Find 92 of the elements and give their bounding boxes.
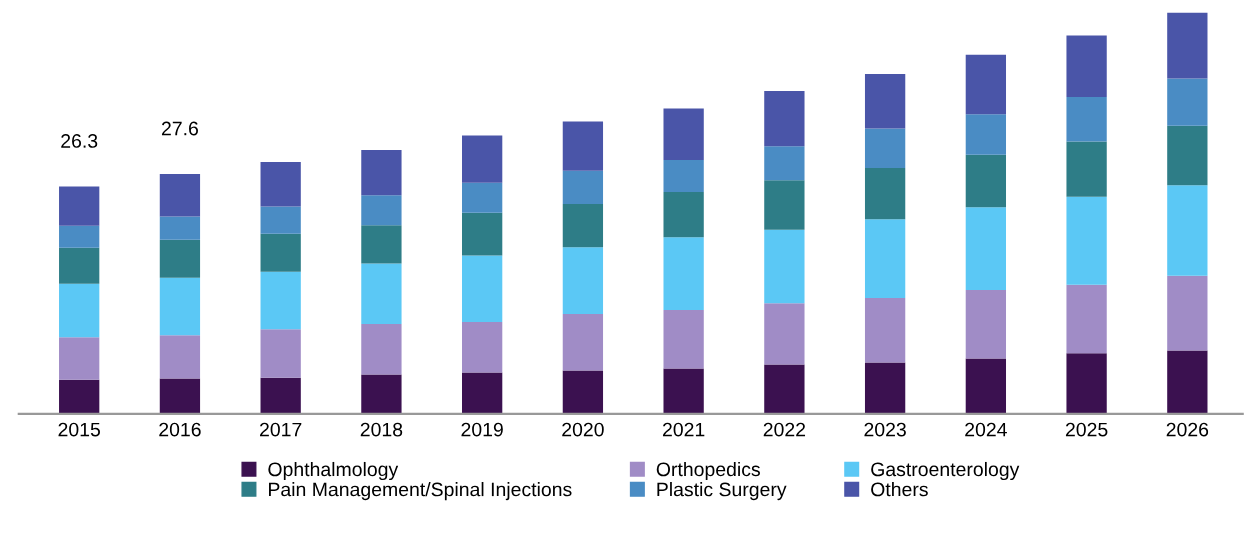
bar bbox=[59, 186, 100, 226]
bar bbox=[764, 303, 805, 365]
bar bbox=[663, 309, 704, 369]
bar bbox=[159, 239, 201, 278]
bar bbox=[1167, 350, 1208, 414]
bar bbox=[361, 149, 402, 196]
bar bbox=[159, 378, 201, 414]
legend-label: Plastic Surgery bbox=[657, 482, 787, 501]
x-tick-label: 2020 bbox=[562, 422, 604, 437]
bar bbox=[159, 173, 201, 217]
bar bbox=[562, 170, 604, 205]
bar bbox=[462, 182, 503, 213]
bar bbox=[764, 229, 805, 304]
bar bbox=[864, 74, 906, 129]
bar bbox=[260, 329, 301, 378]
bar bbox=[1066, 284, 1107, 354]
bar bbox=[260, 233, 301, 272]
bar bbox=[1167, 12, 1208, 79]
bar bbox=[260, 377, 301, 414]
bar bbox=[1167, 275, 1208, 351]
bar bbox=[663, 192, 704, 238]
bar bbox=[159, 216, 201, 240]
bar bbox=[1066, 141, 1107, 197]
legend-label: Pain Management/Spinal Injections bbox=[269, 482, 572, 501]
bar bbox=[159, 335, 201, 379]
bar bbox=[361, 225, 402, 264]
bar bbox=[59, 379, 100, 414]
bar bbox=[1167, 125, 1208, 186]
bar bbox=[663, 108, 704, 160]
x-tick-label: 2019 bbox=[461, 422, 503, 437]
x-tick-label: 2015 bbox=[58, 422, 100, 437]
bar bbox=[1066, 353, 1107, 414]
legend-label: Ophthalmology bbox=[268, 461, 399, 481]
bar bbox=[159, 277, 201, 336]
bar bbox=[59, 337, 100, 380]
annotation: 27.6 bbox=[161, 121, 198, 136]
bar bbox=[965, 207, 1007, 290]
x-tick-label: 2026 bbox=[1166, 422, 1209, 437]
bar bbox=[1066, 196, 1107, 285]
bar bbox=[562, 313, 604, 371]
bar bbox=[59, 225, 100, 248]
x-tick-label: 2025 bbox=[1065, 422, 1108, 437]
bar bbox=[462, 372, 503, 414]
bar bbox=[361, 323, 402, 375]
bar bbox=[260, 161, 301, 207]
bar bbox=[562, 121, 604, 171]
bar bbox=[764, 364, 805, 414]
bar bbox=[864, 128, 906, 168]
bar bbox=[260, 206, 301, 234]
x-tick-label: 2023 bbox=[864, 422, 906, 437]
bar bbox=[562, 247, 604, 314]
bar bbox=[965, 154, 1007, 208]
x-tick-label: 2024 bbox=[965, 422, 1007, 437]
bar bbox=[562, 370, 604, 414]
bar bbox=[1167, 78, 1208, 126]
bar bbox=[864, 167, 906, 220]
bar bbox=[965, 114, 1007, 155]
bar bbox=[965, 289, 1007, 359]
bar bbox=[864, 297, 906, 363]
bar bbox=[462, 321, 503, 373]
bar bbox=[1167, 185, 1208, 276]
bar bbox=[361, 263, 402, 324]
bar bbox=[361, 195, 402, 226]
x-tick-label: 2018 bbox=[360, 422, 403, 437]
bar bbox=[462, 255, 503, 322]
bar bbox=[864, 219, 906, 298]
bar bbox=[59, 247, 100, 284]
x-tick-label: 2022 bbox=[763, 422, 806, 437]
bar bbox=[764, 146, 805, 181]
bar bbox=[663, 368, 704, 414]
bar bbox=[663, 237, 704, 310]
bar bbox=[764, 180, 805, 230]
x-tick-label: 2021 bbox=[662, 422, 705, 437]
legend-label: Gastroenterology bbox=[871, 461, 1020, 481]
bar bbox=[1066, 35, 1107, 97]
bar bbox=[562, 204, 604, 248]
bar bbox=[1066, 96, 1107, 142]
bar bbox=[260, 271, 301, 330]
bar bbox=[462, 135, 503, 183]
bar bbox=[59, 283, 100, 338]
bar bbox=[361, 374, 402, 414]
bar bbox=[663, 159, 704, 193]
bar bbox=[864, 362, 906, 414]
bar bbox=[965, 358, 1007, 414]
bar bbox=[965, 54, 1007, 115]
annotation: 26.3 bbox=[61, 134, 98, 148]
x-tick-label: 2016 bbox=[159, 422, 201, 437]
legend-label: Orthopedics bbox=[656, 461, 760, 481]
legend-label: Others bbox=[871, 482, 928, 497]
bar bbox=[462, 212, 503, 256]
bar bbox=[764, 90, 805, 147]
x-tick-label: 2017 bbox=[260, 422, 302, 437]
